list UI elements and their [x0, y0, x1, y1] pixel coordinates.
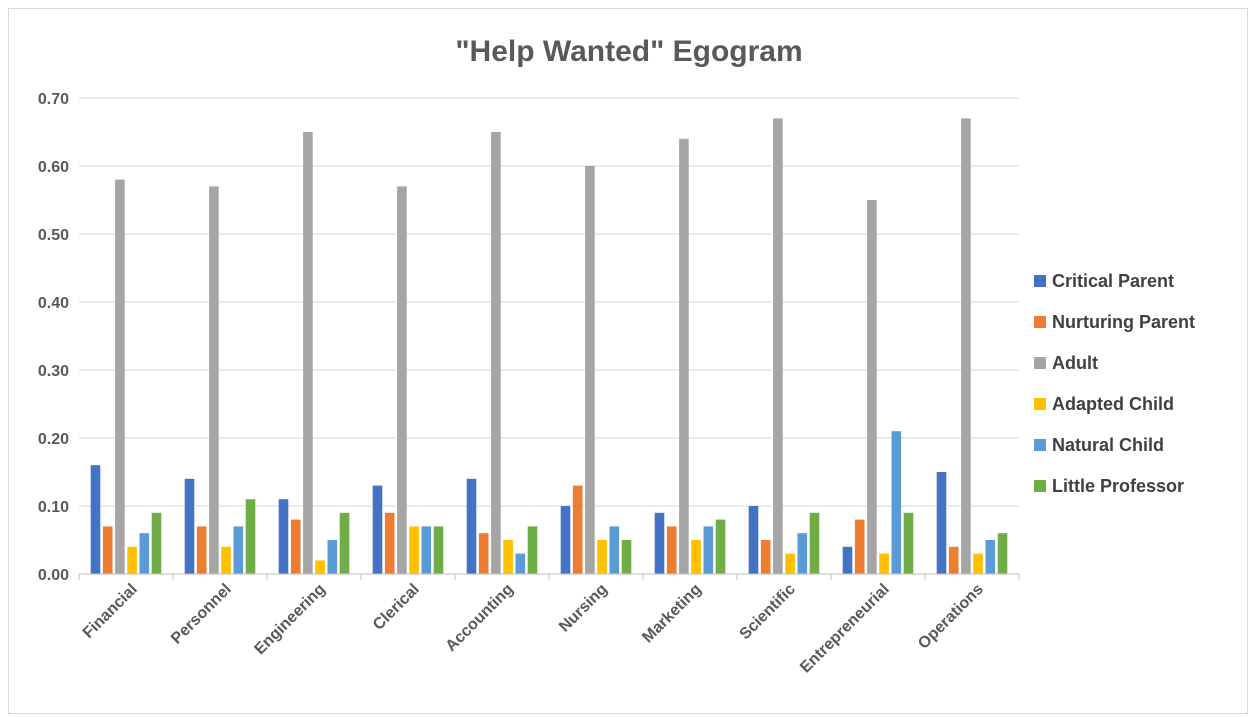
x-tick-label: Scientific — [737, 581, 799, 643]
bar — [90, 465, 101, 574]
bar — [433, 526, 444, 574]
legend-swatch — [1034, 275, 1046, 287]
bar — [151, 512, 162, 574]
bar — [421, 526, 432, 574]
bar — [491, 132, 501, 574]
bar — [372, 485, 383, 574]
y-tick-label: 0.50 — [38, 227, 69, 244]
legend-swatch — [1034, 316, 1046, 328]
bar — [278, 499, 289, 574]
bar — [290, 519, 301, 574]
bar — [903, 512, 914, 574]
bar — [773, 118, 783, 575]
bar — [221, 546, 231, 574]
egogram-chart: "Help Wanted" Egogram 0.000.100.200.300.… — [38, 35, 1195, 677]
bar — [233, 526, 244, 574]
bar — [936, 472, 947, 574]
chart-title: "Help Wanted" Egogram — [455, 35, 802, 68]
bar — [760, 540, 771, 574]
bar — [854, 519, 865, 574]
bar — [785, 553, 795, 574]
bar — [115, 179, 125, 574]
bar — [139, 533, 150, 574]
bar — [797, 533, 808, 574]
x-tick-label: Clerical — [370, 581, 423, 634]
x-tick-label: Accounting — [443, 581, 517, 655]
x-tick-label: Nursing — [556, 581, 611, 636]
bar — [397, 186, 407, 574]
bar — [985, 540, 996, 574]
legend-label: Critical Parent — [1052, 271, 1174, 291]
bar — [609, 526, 620, 574]
bar — [997, 533, 1008, 574]
bar — [315, 560, 325, 574]
bar — [245, 499, 256, 574]
bar — [842, 546, 853, 574]
bar — [409, 526, 419, 574]
legend-swatch — [1034, 439, 1046, 451]
legend-label: Nurturing Parent — [1052, 312, 1195, 332]
x-tick-label: Engineering — [251, 581, 328, 658]
bar — [973, 553, 983, 574]
bar — [327, 540, 338, 574]
gridlines — [79, 97, 1019, 575]
legend-label: Little Professor — [1052, 476, 1184, 496]
bar — [384, 512, 395, 574]
legend-swatch — [1034, 480, 1046, 492]
bar — [867, 200, 877, 574]
legend-label: Adapted Child — [1052, 394, 1174, 414]
bar — [560, 506, 571, 574]
bar — [809, 512, 820, 574]
bar — [891, 431, 902, 574]
y-tick-label: 0.40 — [38, 295, 69, 312]
y-tick-label: 0.20 — [38, 431, 69, 448]
chart-frame: "Help Wanted" Egogram 0.00 0.10 0.20 0.30 0.… — [8, 8, 1248, 714]
bars — [90, 118, 1008, 575]
bar — [585, 166, 595, 574]
x-tick-label: Operations — [915, 581, 987, 653]
bar — [748, 506, 759, 574]
bar — [209, 186, 219, 574]
bar — [196, 526, 207, 574]
bar — [102, 526, 113, 574]
bar — [654, 512, 665, 574]
y-tick-label: 0.00 — [38, 567, 69, 584]
x-tick-label: Financial — [80, 581, 141, 642]
bar — [691, 540, 701, 574]
bar — [572, 485, 583, 574]
x-tick-label: Marketing — [639, 581, 704, 646]
legend-swatch — [1034, 357, 1046, 369]
bar — [961, 118, 971, 575]
bar — [703, 526, 714, 574]
bar — [478, 533, 489, 574]
bar — [948, 546, 959, 574]
bar — [303, 132, 313, 574]
bar — [679, 138, 689, 575]
legend-label: Natural Child — [1052, 435, 1164, 455]
x-tick-label: Entrepreneurial — [797, 581, 893, 677]
y-tick-label: 0.10 — [38, 499, 69, 516]
bar — [127, 546, 137, 574]
bar — [515, 553, 526, 574]
bar — [184, 478, 195, 574]
bar — [879, 553, 889, 574]
bar — [621, 540, 632, 574]
bar — [503, 540, 513, 574]
y-axis-ticks: 0.00 0.10 0.20 0.30 0.40 0.50 0.60 0.70 — [38, 91, 69, 584]
bar — [666, 526, 677, 574]
bar — [597, 540, 607, 574]
legend-swatch — [1034, 398, 1046, 410]
x-tick-label: Personnel — [168, 581, 235, 648]
bar — [715, 519, 726, 574]
legend: Critical Parent Nurturing Parent Adult Adap… — [1034, 271, 1195, 496]
y-tick-label: 0.60 — [38, 159, 69, 176]
bar — [339, 512, 350, 574]
x-axis: Financial Personnel Engineering Clerical Acc… — [78, 573, 1020, 677]
bar — [466, 478, 477, 574]
y-tick-label: 0.30 — [38, 363, 69, 380]
bar — [527, 526, 538, 574]
legend-label: Adult — [1052, 353, 1098, 373]
y-tick-label: 0.70 — [38, 91, 69, 108]
